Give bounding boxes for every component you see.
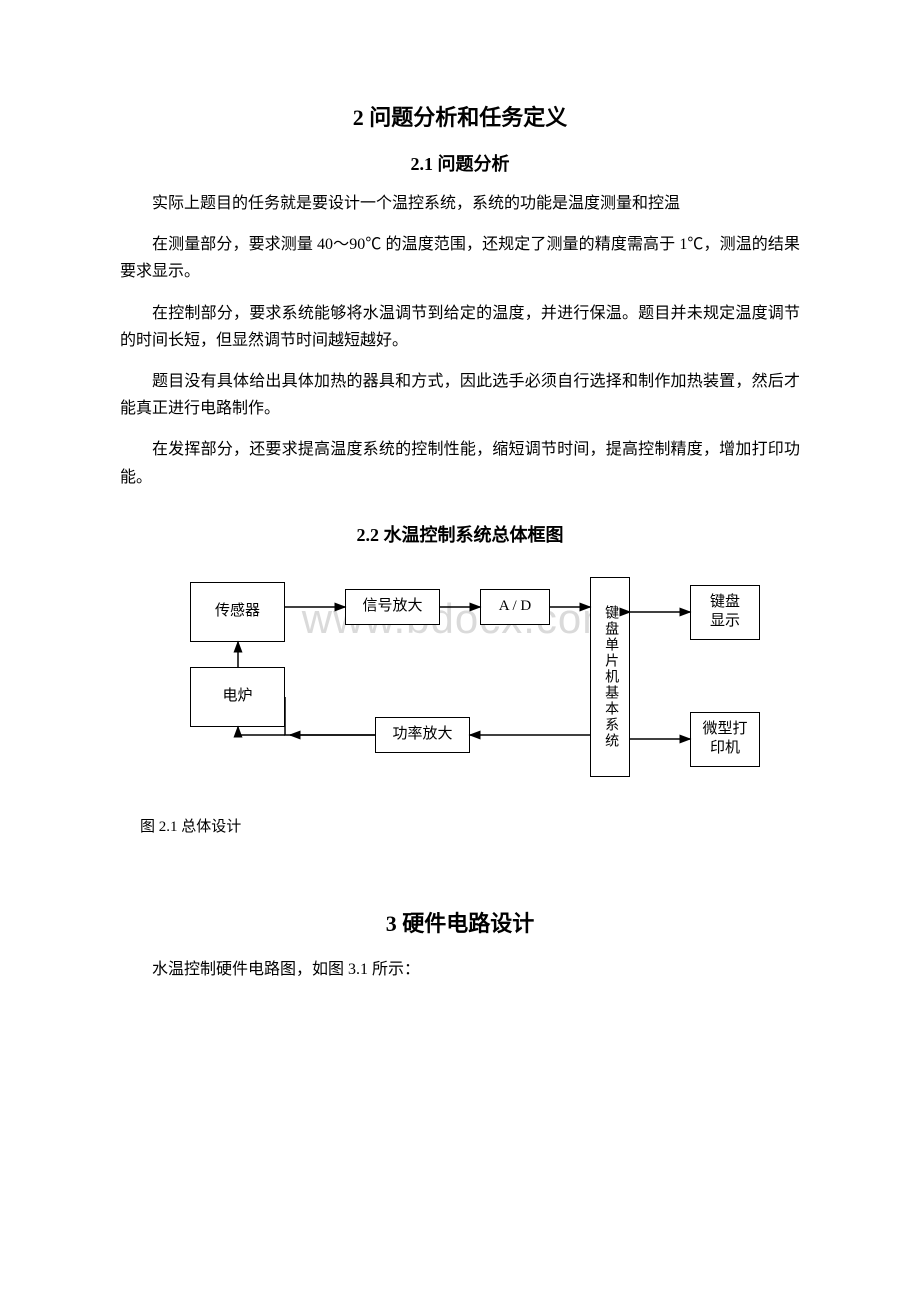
system-block-diagram: 传感器 信号放大 A / D 键盘单片机基本系统 键盘 显示 电炉 功率放大 微… xyxy=(150,567,770,797)
paragraph: 水温控制硬件电路图，如图 3.1 所示： xyxy=(120,956,800,983)
node-amplifier: 信号放大 xyxy=(345,589,440,625)
paragraph: 在控制部分，要求系统能够将水温调节到给定的温度，并进行保温。题目并未规定温度调节… xyxy=(120,300,800,354)
node-label: 功率放大 xyxy=(392,725,452,745)
paragraph: 实际上题目的任务就是要设计一个温控系统，系统的功能是温度测量和控温 xyxy=(120,190,800,217)
node-label: 信号放大 xyxy=(362,597,422,617)
node-adc: A / D xyxy=(480,589,550,625)
paragraph: 题目没有具体给出具体加热的器具和方式，因此选手必须自行选择和制作加热装置，然后才… xyxy=(120,368,800,422)
node-label: 微型打 印机 xyxy=(702,720,747,759)
node-stove: 电炉 xyxy=(190,667,285,727)
section2-1-title: 2.1 问题分析 xyxy=(120,150,800,176)
section2-2-title: 2.2 水温控制系统总体框图 xyxy=(120,521,800,547)
node-label: 电炉 xyxy=(222,687,252,707)
node-label: 传感器 xyxy=(215,602,260,622)
node-printer: 微型打 印机 xyxy=(690,712,760,767)
figure-caption: 图 2.1 总体设计 xyxy=(120,815,800,836)
node-mcu: 键盘单片机基本系统 xyxy=(590,577,630,777)
node-power-amp: 功率放大 xyxy=(375,717,470,753)
section2-title: 2 问题分析和任务定义 xyxy=(120,100,800,132)
node-sensor: 传感器 xyxy=(190,582,285,642)
node-label: 键盘 显示 xyxy=(710,593,740,632)
node-keyboard-display: 键盘 显示 xyxy=(690,585,760,640)
node-label: A / D xyxy=(499,597,532,617)
paragraph: 在发挥部分，还要求提高温度系统的控制性能，缩短调节时间，提高控制精度，增加打印功… xyxy=(120,436,800,490)
section3-title: 3 硬件电路设计 xyxy=(120,906,800,938)
node-label: 键盘单片机基本系统 xyxy=(601,605,619,749)
paragraph: 在测量部分，要求测量 40～90℃ 的温度范围，还规定了测量的精度需高于 1℃，… xyxy=(120,231,800,285)
